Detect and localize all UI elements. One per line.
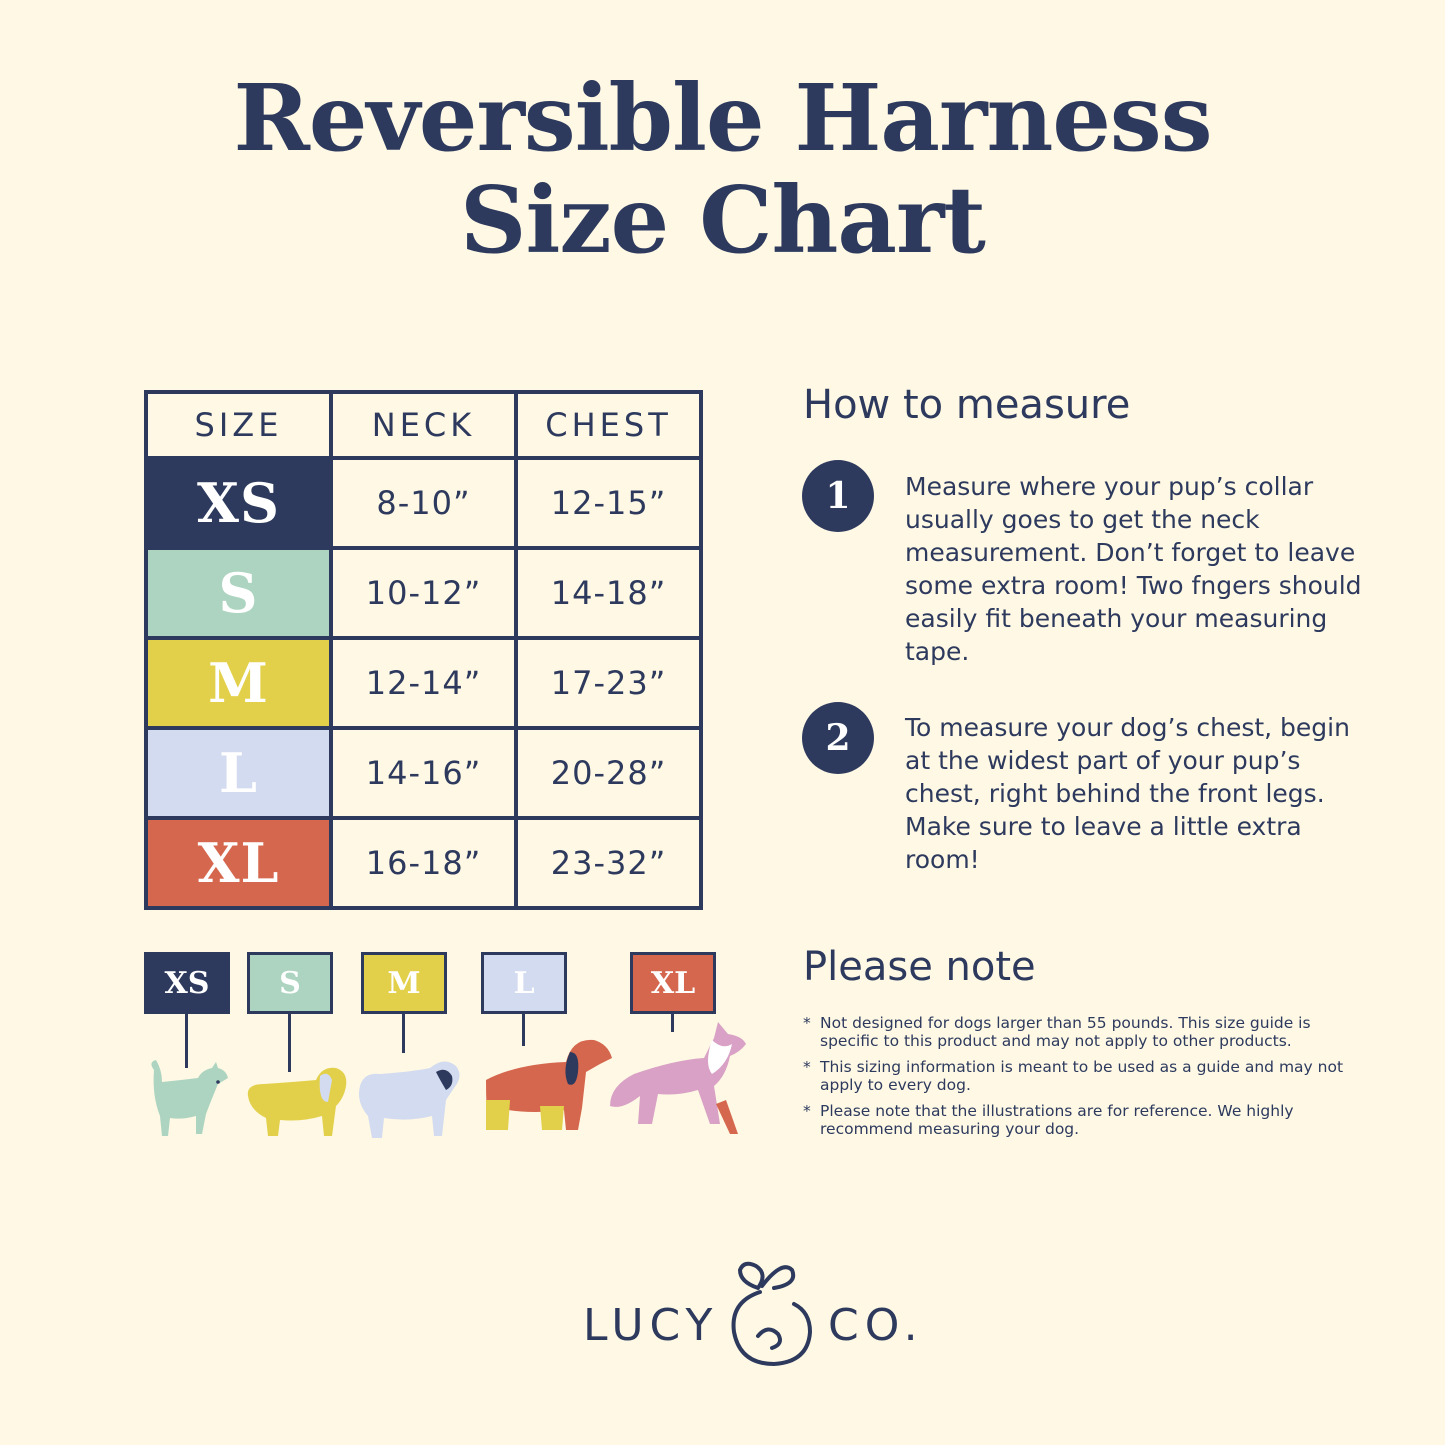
- neck-cell: 8-10”: [329, 456, 518, 550]
- size-table: SIZE NECK CHEST XS 8-10” 12-15” S 10-12”…: [144, 390, 703, 910]
- l-dog-icon: [486, 1039, 612, 1130]
- table-row: XL 16-18” 23-32”: [144, 816, 703, 910]
- note-item: * This sizing information is meant to be …: [803, 1058, 1363, 1094]
- xs-dog-icon: [151, 1060, 228, 1136]
- chest-cell: 20-28”: [514, 726, 703, 820]
- chest-cell: 14-18”: [514, 546, 703, 640]
- table-row: M 12-14” 17-23”: [144, 636, 703, 730]
- size-cell: L: [144, 726, 333, 820]
- notes-list: * Not designed for dogs larger than 55 po…: [803, 1014, 1363, 1146]
- neck-cell: 10-12”: [329, 546, 518, 640]
- table-row: L 14-16” 20-28”: [144, 726, 703, 820]
- size-cell: M: [144, 636, 333, 730]
- how-to-measure-heading: How to measure: [803, 382, 1131, 428]
- header-chest: CHEST: [514, 390, 703, 460]
- neck-cell: 12-14”: [329, 636, 518, 730]
- xl-dog-icon: [610, 1022, 746, 1134]
- note-item: * Please note that the illustrations are …: [803, 1102, 1363, 1138]
- note-text: This sizing information is meant to be u…: [820, 1058, 1344, 1094]
- size-cell: S: [144, 546, 333, 640]
- note-item: * Not designed for dogs larger than 55 po…: [803, 1014, 1363, 1050]
- label-m: M: [361, 952, 447, 1014]
- note-text: Please note that the illustrations are f…: [820, 1102, 1294, 1138]
- label-stem: [671, 1014, 674, 1032]
- step-1-text: Measure where your pup’s collar usually …: [905, 472, 1362, 666]
- label-stem: [185, 1014, 188, 1068]
- label-xl: XL: [630, 952, 716, 1014]
- title-line-2: Size Chart: [460, 166, 986, 274]
- neck-cell: 16-18”: [329, 816, 518, 910]
- chest-cell: 23-32”: [514, 816, 703, 910]
- chest-cell: 12-15”: [514, 456, 703, 550]
- label-stem: [402, 1014, 405, 1053]
- please-note-heading: Please note: [803, 944, 1036, 990]
- note-text: Not designed for dogs larger than 55 pou…: [820, 1014, 1311, 1050]
- step-2-text: To measure your dog’s chest, begin at th…: [905, 713, 1350, 874]
- neck-cell: 14-16”: [329, 726, 518, 820]
- table-row: S 10-12” 14-18”: [144, 546, 703, 640]
- label-xs: XS: [144, 952, 230, 1014]
- chest-cell: 17-23”: [514, 636, 703, 730]
- step-1-badge: 1: [802, 460, 874, 532]
- s-dog-icon: [247, 1067, 347, 1136]
- title-line-1: Reversible Harness: [233, 64, 1212, 172]
- header-neck: NECK: [329, 390, 518, 460]
- label-stem: [288, 1014, 291, 1072]
- bullet: *: [803, 1014, 811, 1032]
- m-dog-icon: [359, 1061, 460, 1138]
- step-2-badge: 2: [802, 702, 874, 774]
- label-s: S: [247, 952, 333, 1014]
- label-stem: [522, 1014, 525, 1046]
- size-cell: XS: [144, 456, 333, 550]
- table-row: XS 8-10” 12-15”: [144, 456, 703, 550]
- dog-illustrations: [151, 1022, 746, 1138]
- label-l: L: [481, 952, 567, 1014]
- logo-lucy: LUCY: [583, 1300, 719, 1351]
- size-cell: XL: [144, 816, 333, 910]
- bullet: *: [803, 1058, 811, 1076]
- table-header-row: SIZE NECK CHEST: [144, 390, 703, 460]
- bullet: *: [803, 1102, 811, 1120]
- logo-co: CO.: [828, 1300, 924, 1351]
- header-size: SIZE: [144, 390, 333, 460]
- logo-ampersand-dog-icon: [731, 1261, 813, 1367]
